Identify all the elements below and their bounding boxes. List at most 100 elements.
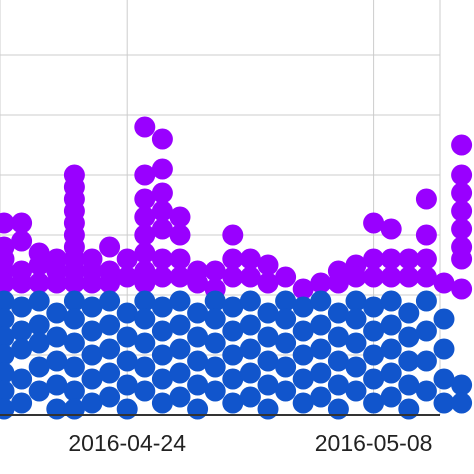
scatter-point: [257, 374, 279, 396]
scatter-point: [275, 266, 297, 288]
scatter-point: [0, 272, 15, 294]
scatter-point: [0, 212, 15, 234]
scatter-point: [451, 218, 473, 240]
scatter-point: [363, 212, 385, 234]
scatter-point: [415, 188, 437, 210]
scatter-point: [46, 272, 68, 294]
scatter-point: [204, 380, 226, 402]
scatter-point: [28, 272, 50, 294]
scatter-point: [169, 338, 191, 360]
scatter-point: [11, 338, 33, 360]
scatter-point: [169, 224, 191, 246]
scatter-point: [222, 344, 244, 366]
scatter-point: [134, 308, 156, 330]
scatter-point: [28, 356, 50, 378]
scatter-point: [151, 296, 173, 318]
scatter-point: [169, 386, 191, 408]
scatter-point: [327, 374, 349, 396]
scatter-point: [451, 374, 473, 396]
scatter-point: [398, 374, 420, 396]
scatter-point: [380, 218, 402, 240]
scatter-point: [116, 398, 138, 420]
scatter-point: [116, 302, 138, 324]
scatter-point: [28, 380, 50, 402]
scatter-point: [239, 314, 261, 336]
scatter-point: [398, 326, 420, 348]
scatter-point: [134, 206, 156, 228]
scatter-point: [239, 290, 261, 312]
scatter-point: [151, 344, 173, 366]
scatter-point: [99, 386, 121, 408]
scatter-point: [345, 380, 367, 402]
scatter-point: [451, 278, 473, 300]
scatter-point: [46, 374, 68, 396]
scatter-point: [63, 332, 85, 354]
scatter-point: [134, 380, 156, 402]
scatter-point: [433, 338, 455, 360]
scatter-point: [451, 392, 473, 414]
scatter-point: [169, 290, 191, 312]
scatter-point: [99, 236, 121, 258]
scatter-point: [116, 266, 138, 288]
scatter-point: [327, 350, 349, 372]
scatter-point: [134, 224, 156, 246]
scatter-point: [398, 350, 420, 372]
scatter-point: [11, 230, 33, 252]
scatter-point: [134, 242, 156, 264]
scatter-point: [151, 368, 173, 390]
scatter-point: [380, 314, 402, 336]
scatter-point: [222, 296, 244, 318]
scatter-point: [116, 374, 138, 396]
scatter-point: [204, 356, 226, 378]
scatter-point: [151, 182, 173, 204]
scatter-point: [81, 272, 103, 294]
scatter-point: [398, 398, 420, 420]
scatter-point: [451, 248, 473, 270]
scatter-point: [99, 314, 121, 336]
scatter-point: [28, 314, 50, 336]
scatter-point: [451, 182, 473, 204]
scatter-point: [257, 272, 279, 294]
scatter-point: [310, 314, 332, 336]
scatter-point: [63, 308, 85, 330]
scatter-point: [292, 320, 314, 342]
scatter-point: [363, 392, 385, 414]
scatter-point: [292, 392, 314, 414]
scatter-point: [451, 164, 473, 186]
scatter-point: [11, 368, 33, 390]
scatter-point: [0, 326, 15, 348]
scatter-point: [222, 368, 244, 390]
scatter-point: [363, 368, 385, 390]
scatter-point: [11, 392, 33, 414]
scatter-point: [151, 266, 173, 288]
scatter-point: [239, 362, 261, 384]
scatter-point: [151, 218, 173, 240]
scatter-point: [99, 338, 121, 360]
scatter-point: [204, 290, 226, 312]
scatter-point: [28, 290, 50, 312]
scatter-point: [257, 254, 279, 276]
scatter-point: [169, 362, 191, 384]
scatter-point: [275, 332, 297, 354]
scatter-point: [0, 380, 15, 402]
scatter-point: [433, 368, 455, 390]
scatter-point: [239, 248, 261, 270]
scatter-point: [310, 272, 332, 294]
scatter-point: [63, 290, 85, 312]
scatter-point: [187, 326, 209, 348]
scatter-point: [415, 248, 437, 270]
scatter-point: [327, 302, 349, 324]
data-points: [0, 116, 473, 420]
scatter-point: [275, 290, 297, 312]
x-tick-label: 2016-05-08: [315, 430, 433, 456]
scatter-point: [134, 272, 156, 294]
scatter-point: [204, 260, 226, 282]
scatter-point: [345, 266, 367, 288]
scatter-point: [292, 344, 314, 366]
scatter-point: [0, 290, 15, 312]
scatter-point: [451, 200, 473, 222]
scatter-point: [0, 308, 15, 330]
scatter-point: [99, 362, 121, 384]
scatter-point: [415, 224, 437, 246]
